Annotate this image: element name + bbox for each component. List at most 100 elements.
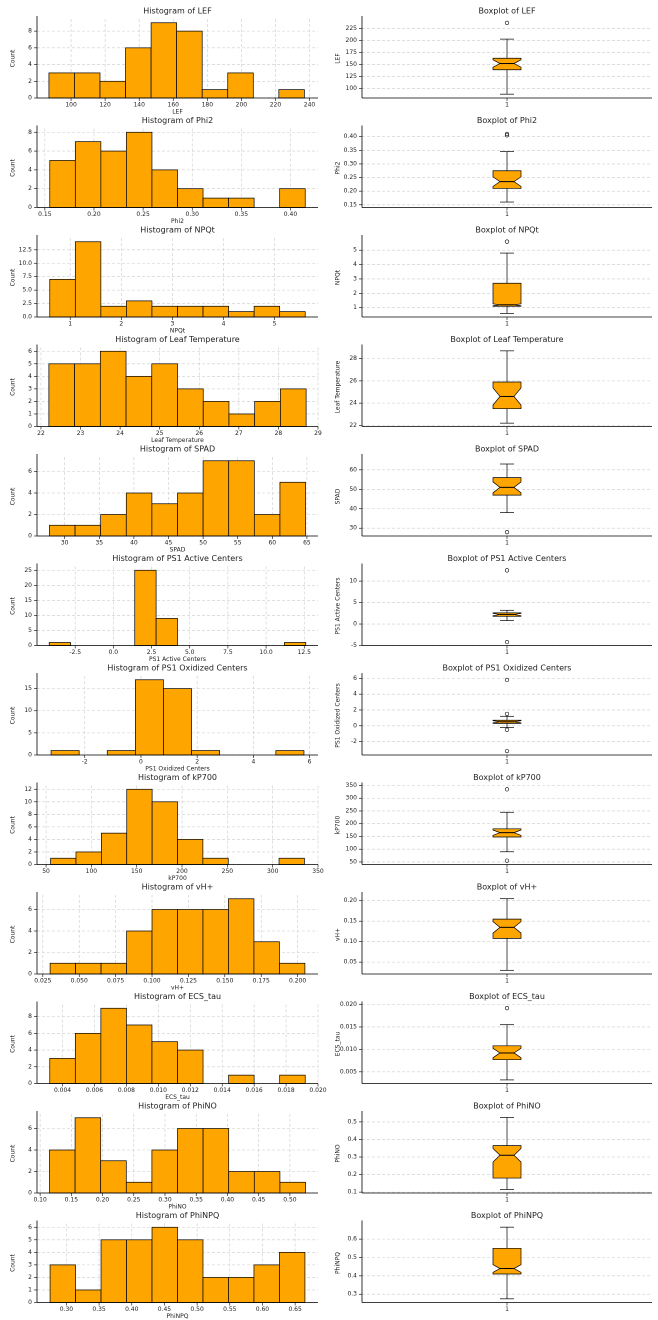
y-tick-label: 6 <box>28 1125 32 1132</box>
y-tick-label: 5 <box>28 627 32 634</box>
y-tick-label: 1 <box>353 304 357 311</box>
x-tick-label: 60 <box>268 540 276 547</box>
y-tick-label: 5 <box>353 247 357 254</box>
outlier <box>504 239 510 244</box>
y-tick-label: 50 <box>349 486 357 493</box>
histogram-bar <box>177 388 204 427</box>
y-axis-label: SPAD <box>335 488 342 504</box>
y-tick-label: 1 <box>28 410 32 417</box>
x-tick-label: 350 <box>312 868 324 875</box>
y-tick-label: 1 <box>28 1286 32 1293</box>
histogram-panel: Histogram of Phi2 Count 0 2 4 6 8 0.15 0.20 0.25 0… <box>10 116 318 225</box>
x-tick-label: 10.0 <box>259 649 273 656</box>
histogram-bar <box>75 851 102 865</box>
y-tick-label: 350 <box>346 782 358 789</box>
boxplot-panel: Boxplot of LEF LEF 100 125 150 175 200 225 1 <box>335 7 652 109</box>
y-tick-label: 8 <box>28 28 32 35</box>
x-tick-label: 1 <box>68 321 72 328</box>
boxplot-panel: Boxplot of PS1 Oxidized Centers PS1 Oxidi… <box>335 664 652 766</box>
outlier <box>504 727 510 732</box>
y-tick-label: 28 <box>349 355 357 362</box>
y-tick-label: 0.10 <box>344 938 358 945</box>
boxplot-panel: Boxplot of ECS_tau ECS_tau 0.005 0.010 0.015… <box>335 992 652 1094</box>
histogram-bar <box>49 962 76 975</box>
outlier <box>504 1005 510 1011</box>
y-axis-label: Count <box>10 1253 17 1271</box>
x-axis-label: PS1 Active Centers <box>149 656 206 663</box>
x-tick-label: 50 <box>42 868 50 875</box>
histogram-bar <box>99 350 127 427</box>
y-axis-label: kP700 <box>335 816 342 835</box>
y-tick-label: 0.4 <box>347 1272 357 1279</box>
y-tick-label: 24 <box>349 400 357 407</box>
x-tick-label: 0.150 <box>216 978 233 985</box>
y-tick-label: 3 <box>353 275 357 282</box>
histogram-bar <box>74 363 101 427</box>
histogram-bar <box>74 241 102 318</box>
y-tick-label: 6 <box>28 1224 32 1231</box>
histogram-bar <box>100 1007 127 1084</box>
histogram-bar <box>279 1251 306 1303</box>
x-tick-label: 0.50 <box>283 1197 297 1204</box>
y-tick-label: 0 <box>353 722 357 729</box>
y-tick-label: 250 <box>346 807 358 814</box>
histogram-bar <box>202 909 229 975</box>
y-tick-label: 2 <box>28 848 32 855</box>
x-tick-label: 0.55 <box>223 1306 237 1313</box>
y-tick-label: 0 <box>28 971 32 978</box>
x-tick-label: 22 <box>37 430 45 437</box>
x-tick-label: 1 <box>505 1087 509 1094</box>
y-axis-label: PS1 Oxidized Centers <box>335 683 342 747</box>
x-tick-label: 0.25 <box>127 1197 141 1204</box>
outlier <box>504 677 510 683</box>
chart-title: Histogram of PhiNPQ <box>136 1211 220 1220</box>
histogram-bar <box>155 618 178 646</box>
y-tick-label: 0 <box>28 95 32 102</box>
histogram-bar <box>151 363 178 427</box>
x-axis-label: LEF <box>172 109 183 116</box>
x-tick-label: 55 <box>234 540 242 547</box>
y-axis-label: Count <box>10 487 17 505</box>
histogram-bar <box>191 750 221 756</box>
histogram-bar <box>48 642 71 646</box>
histogram-bar <box>125 47 152 99</box>
histogram-bar <box>126 1239 153 1303</box>
y-tick-label: 4 <box>353 261 357 268</box>
chart-title: Boxplot of SPAD <box>475 445 539 454</box>
boxplot-panel: Boxplot of PhiNPQ PhiNPQ 0.3 0.4 0.5 0.6 1 <box>335 1211 652 1313</box>
chart-title: Histogram of PS1 Oxidized Centers <box>107 664 247 673</box>
y-tick-label: 0.1 <box>347 1189 357 1196</box>
histogram-bar <box>49 1264 76 1303</box>
histogram-bar <box>202 857 229 865</box>
y-tick-label: 2 <box>353 706 357 713</box>
histogram-bar <box>74 141 102 208</box>
histogram-panel: Histogram of NPQtCount0.02.55.07.510.012… <box>10 226 318 335</box>
box <box>492 477 522 496</box>
y-tick-label: 3 <box>28 385 32 392</box>
chart-title: Boxplot of PhiNO <box>473 1102 540 1111</box>
box <box>492 381 522 410</box>
histogram-bar <box>202 197 229 208</box>
histogram-bar <box>49 1149 76 1194</box>
y-tick-label: 0.0 <box>22 314 32 321</box>
chart-title: Boxplot of NPQt <box>475 226 538 235</box>
x-tick-label: 0.016 <box>246 1087 263 1094</box>
y-axis-label: Count <box>10 925 17 943</box>
x-tick-label: 0.012 <box>182 1087 199 1094</box>
histogram-bar <box>279 1181 306 1194</box>
histogram-bar <box>74 1117 102 1194</box>
x-tick-label: 100 <box>86 868 98 875</box>
outlier <box>504 131 510 137</box>
y-tick-label: 0.2 <box>347 1171 357 1178</box>
y-axis-label: Count <box>10 596 17 614</box>
x-tick-label: 0.25 <box>136 211 150 218</box>
x-tick-label: 180 <box>202 102 214 109</box>
x-tick-label: 3 <box>170 321 174 328</box>
y-axis-label: PhiNPQ <box>335 1252 342 1274</box>
x-tick-label: 0.025 <box>34 978 51 985</box>
y-tick-label: 0 <box>28 752 32 759</box>
histogram-bar <box>228 1277 255 1303</box>
x-tick-label: 140 <box>133 102 145 109</box>
x-tick-label: 0.008 <box>118 1087 135 1094</box>
